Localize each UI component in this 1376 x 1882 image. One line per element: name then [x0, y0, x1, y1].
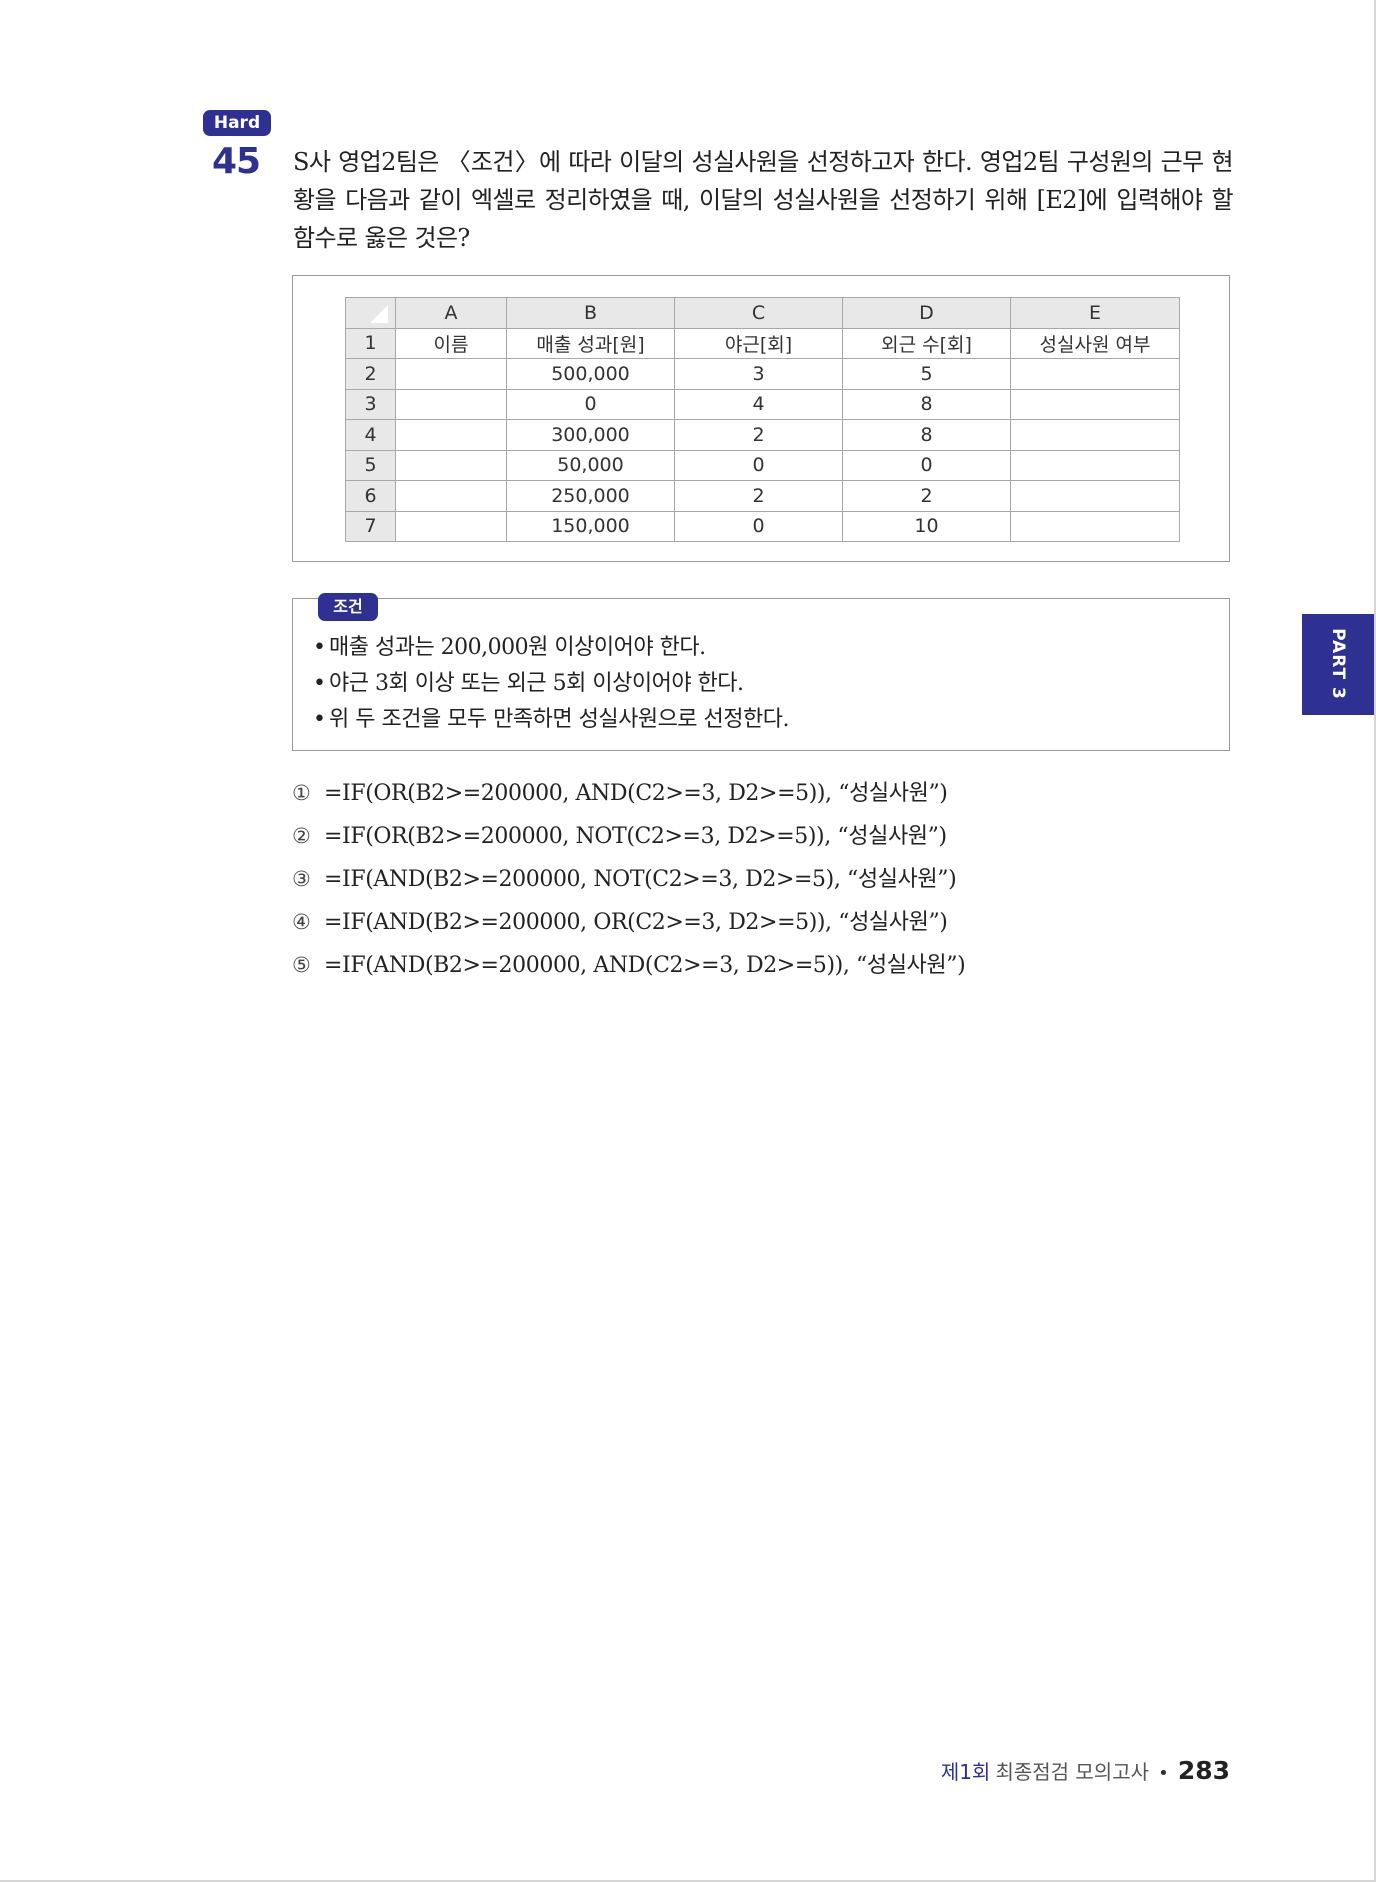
answer-choice-5[interactable]: ⑤ =IF(AND(B2>=200000, AND(C2>=3, D2>=5)),…	[292, 944, 966, 987]
column-header-row: A B C D E	[345, 297, 1180, 329]
cell-c2: 3	[674, 358, 843, 390]
cell-e1: 성실사원 여부	[1010, 327, 1180, 359]
cell-e4	[1010, 419, 1180, 451]
cell-b1: 매출 성과[원]	[506, 327, 675, 359]
cell-e2	[1010, 358, 1180, 390]
cell-a6	[395, 480, 507, 512]
conditions-label: 조건	[318, 593, 378, 621]
page-footer: 제1회 최종점검 모의고사 • 283	[941, 1754, 1230, 1791]
row-number: 7	[345, 510, 396, 542]
column-header-c: C	[674, 297, 843, 329]
difficulty-badge: Hard	[203, 110, 271, 136]
part-side-tab	[1302, 614, 1374, 715]
cell-e3	[1010, 388, 1180, 420]
footer-title: 최종점검 모의고사	[995, 1760, 1149, 1784]
choice-text: =IF(AND(B2>=200000, NOT(C2>=3, D2>=5), “…	[324, 867, 957, 892]
choice-text: =IF(AND(B2>=200000, OR(C2>=3, D2>=5)), “…	[324, 910, 948, 935]
row-number: 2	[345, 358, 396, 390]
question-text: S사 영업2팀은 〈조건〉에 따라 이달의 성실사원을 선정하고자 한다. 영업…	[293, 148, 1234, 252]
row-number: 1	[345, 327, 396, 359]
cell-d6: 2	[842, 480, 1011, 512]
cell-a3	[395, 388, 507, 420]
answer-choice-4[interactable]: ④ =IF(AND(B2>=200000, OR(C2>=3, D2>=5)), …	[292, 901, 965, 944]
column-header-a: A	[395, 297, 507, 329]
table-row: 6 250,000 2 2	[345, 480, 1180, 512]
spreadsheet-figure: A B C D E 1 이름 매출 성과[원] 야근[회] 외근 수[회] 성실…	[292, 275, 1230, 562]
choice-number: ③	[292, 867, 311, 891]
choice-text: =IF(OR(B2>=200000, AND(C2>=3, D2>=5)), “…	[324, 781, 948, 806]
table-row: 7 150,000 0 10	[345, 510, 1180, 542]
cell-c7: 0	[674, 510, 843, 542]
cell-a1: 이름	[395, 327, 507, 359]
cell-b6: 250,000	[506, 480, 675, 512]
choice-number: ①	[292, 781, 311, 805]
table-row: 1 이름 매출 성과[원] 야근[회] 외근 수[회] 성실사원 여부	[345, 327, 1180, 359]
cell-d4: 8	[842, 419, 1011, 451]
table-row: 2 500,000 3 5	[345, 358, 1180, 390]
cell-e6	[1010, 480, 1180, 512]
cell-a7	[395, 510, 507, 542]
cell-a2	[395, 358, 507, 390]
answer-choice-2[interactable]: ② =IF(OR(B2>=200000, NOT(C2>=3, D2>=5)), …	[292, 815, 965, 858]
row-number: 3	[345, 388, 396, 420]
cell-a5	[395, 449, 507, 481]
table-row: 3 0 4 8	[345, 388, 1180, 420]
list-item: • 위 두 조건을 모두 만족하면 성실사원으로 선정한다.	[313, 702, 790, 738]
conditions-list: • 매출 성과는 200,000원 이상이어야 한다. • 야근 3회 이상 또는 …	[313, 630, 790, 738]
bullet-icon: •	[313, 707, 326, 732]
cell-c4: 2	[674, 419, 843, 451]
footer-round: 제1회	[940, 1760, 991, 1784]
cell-c6: 2	[674, 480, 843, 512]
condition-text: 위 두 조건을 모두 만족하면 성실사원으로 선정한다.	[329, 707, 790, 732]
cell-d7: 10	[842, 510, 1011, 542]
bullet-icon: •	[313, 635, 326, 660]
condition-text: 매출 성과는 200,000원 이상이어야 한다.	[329, 635, 706, 660]
cell-b4: 300,000	[506, 419, 675, 451]
row-number: 6	[345, 480, 396, 512]
column-header-d: D	[842, 297, 1011, 329]
footer-separator: •	[1158, 1763, 1169, 1784]
bullet-icon: •	[313, 671, 326, 696]
cell-d3: 8	[842, 388, 1011, 420]
page-edge-right	[1374, 0, 1376, 1882]
question-number: 45	[212, 141, 261, 182]
column-header-b: B	[506, 297, 675, 329]
choice-text: =IF(OR(B2>=200000, NOT(C2>=3, D2>=5)), “…	[324, 824, 947, 849]
answer-choice-3[interactable]: ③ =IF(AND(B2>=200000, NOT(C2>=3, D2>=5), …	[292, 858, 965, 901]
cell-c3: 4	[674, 388, 843, 420]
list-item: • 매출 성과는 200,000원 이상이어야 한다.	[313, 630, 789, 666]
answer-choices: ① =IF(OR(B2>=200000, AND(C2>=3, D2>=5)), …	[292, 772, 966, 987]
corner-triangle-icon	[370, 304, 388, 323]
list-item: • 야근 3회 이상 또는 외근 5회 이상이어야 한다.	[313, 666, 789, 702]
row-number: 5	[345, 449, 396, 481]
choice-number: ②	[292, 824, 311, 848]
choice-number: ⑤	[292, 953, 311, 977]
cell-c1: 야근[회]	[674, 327, 843, 359]
condition-text: 야근 3회 이상 또는 외근 5회 이상이어야 한다.	[329, 671, 744, 696]
row-number: 4	[345, 419, 396, 451]
choice-text: =IF(AND(B2>=200000, AND(C2>=3, D2>=5)), …	[324, 953, 966, 978]
conditions-box: 조건 • 매출 성과는 200,000원 이상이어야 한다. • 야근 3회 이상 …	[292, 593, 1230, 751]
cell-c5: 0	[674, 449, 843, 481]
page-edge-bottom	[0, 1880, 1376, 1882]
cell-e7	[1010, 510, 1180, 542]
cell-b3: 0	[506, 388, 675, 420]
part-side-tab-label: PART 3	[1328, 628, 1348, 700]
cell-d2: 5	[842, 358, 1011, 390]
choice-number: ④	[292, 910, 311, 934]
table-row: 4 300,000 2 8	[345, 419, 1180, 451]
spreadsheet-table: A B C D E 1 이름 매출 성과[원] 야근[회] 외근 수[회] 성실…	[345, 297, 1180, 542]
cell-b2: 500,000	[506, 358, 675, 390]
cell-b7: 150,000	[506, 510, 675, 542]
select-all-corner	[345, 297, 396, 329]
cell-b5: 50,000	[506, 449, 675, 481]
cell-d5: 0	[842, 449, 1011, 481]
column-header-e: E	[1010, 297, 1180, 329]
table-row: 5 50,000 0 0	[345, 449, 1180, 481]
cell-d1: 외근 수[회]	[842, 327, 1011, 359]
page-number: 283	[1177, 1756, 1230, 1785]
answer-choice-1[interactable]: ① =IF(OR(B2>=200000, AND(C2>=3, D2>=5)), …	[292, 772, 965, 815]
cell-e5	[1010, 449, 1180, 481]
cell-a4	[395, 419, 507, 451]
